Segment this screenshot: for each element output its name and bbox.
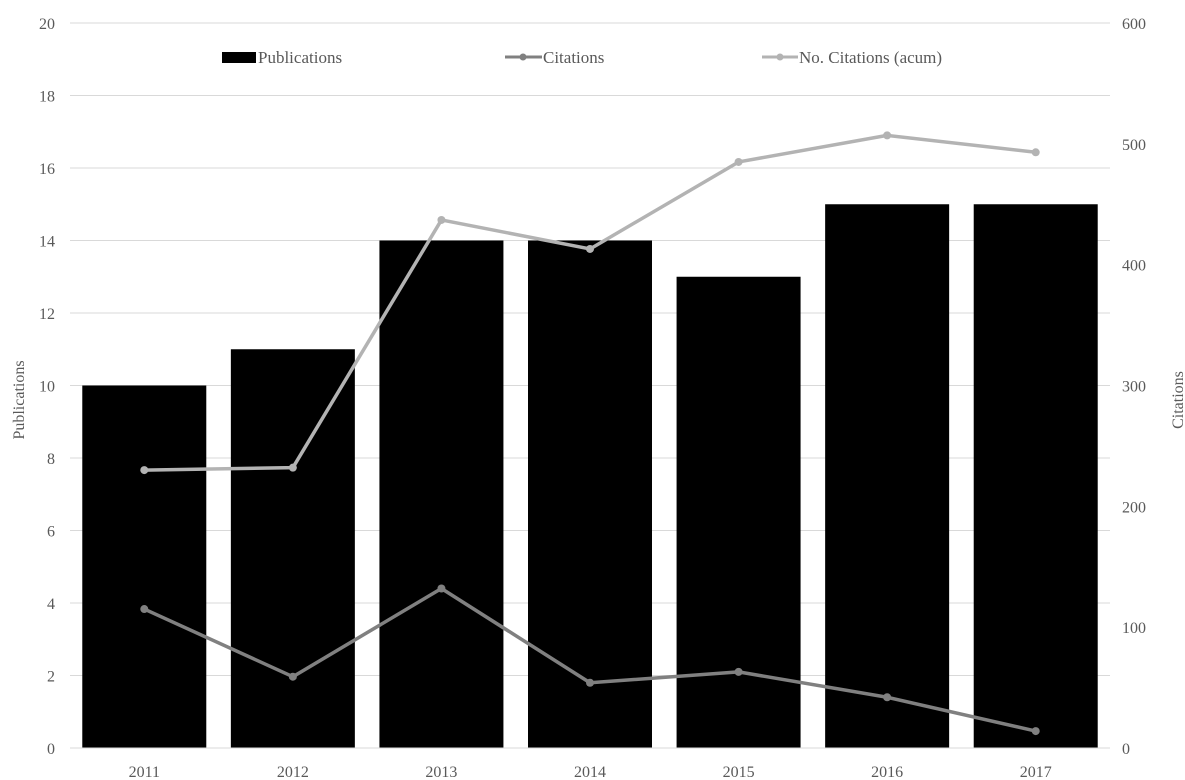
right-tick-label: 100 xyxy=(1122,620,1146,637)
right-tick-label: 0 xyxy=(1122,741,1130,758)
legend-swatch-publications xyxy=(222,52,256,63)
x-tick-label: 2017 xyxy=(1020,764,1052,780)
point-no-citations-acum-2011 xyxy=(140,466,149,475)
x-tick-label: 2016 xyxy=(871,764,903,780)
publications-bars xyxy=(82,204,1098,748)
right-axis-title: Citations xyxy=(1170,371,1185,429)
point-citations-2012 xyxy=(288,672,297,681)
point-citations-2015 xyxy=(734,667,743,676)
bar-publications-2015 xyxy=(676,276,801,748)
bar-publications-2011 xyxy=(82,385,207,748)
left-axis-title: Publications xyxy=(11,360,28,439)
axes: 0246810121416182001002003004005006002011… xyxy=(39,16,1146,780)
left-tick-label: 6 xyxy=(47,524,55,541)
bar-publications-2013 xyxy=(379,240,504,748)
legend-label-acum: No. Citations (acum) xyxy=(799,48,942,67)
bar-publications-2014 xyxy=(528,240,652,748)
legend-label-publications: Publications xyxy=(258,48,342,67)
left-tick-label: 2 xyxy=(47,669,55,686)
right-tick-label: 600 xyxy=(1122,16,1146,33)
x-tick-label: 2012 xyxy=(277,764,309,780)
point-citations-2011 xyxy=(140,605,149,614)
right-tick-label: 400 xyxy=(1122,258,1146,275)
point-no-citations-acum-2017 xyxy=(1031,148,1040,157)
left-tick-label: 0 xyxy=(47,741,55,758)
point-citations-2016 xyxy=(883,693,892,702)
bar-publications-2016 xyxy=(825,204,950,748)
left-tick-label: 8 xyxy=(47,451,55,468)
left-tick-label: 16 xyxy=(39,161,55,178)
left-tick-label: 10 xyxy=(39,379,55,396)
point-no-citations-acum-2015 xyxy=(734,157,743,166)
point-no-citations-acum-2014 xyxy=(586,244,594,253)
bar-publications-2017 xyxy=(973,204,1098,748)
x-tick-label: 2015 xyxy=(723,764,755,780)
left-tick-label: 4 xyxy=(47,596,55,613)
point-no-citations-acum-2013 xyxy=(437,215,446,224)
x-tick-label: 2011 xyxy=(129,764,160,780)
point-citations-2013 xyxy=(437,584,446,593)
left-tick-label: 14 xyxy=(39,234,55,251)
point-citations-2017 xyxy=(1031,727,1040,736)
legend-label-citations: Citations xyxy=(543,48,604,67)
right-tick-label: 300 xyxy=(1122,379,1146,396)
point-no-citations-acum-2016 xyxy=(883,131,892,140)
legend-swatch-acum-marker xyxy=(776,53,784,61)
left-tick-label: 18 xyxy=(39,89,55,106)
citation-lines xyxy=(140,131,1040,736)
bar-publications-2012 xyxy=(230,349,355,748)
legend-swatch-citations-marker xyxy=(519,53,527,61)
x-tick-label: 2013 xyxy=(425,764,457,780)
point-citations-2014 xyxy=(586,678,594,687)
legend: Publications Citations No. Citations (ac… xyxy=(222,48,942,67)
left-tick-label: 12 xyxy=(39,306,55,323)
point-no-citations-acum-2012 xyxy=(288,463,297,472)
right-tick-label: 200 xyxy=(1122,499,1146,516)
right-tick-label: 500 xyxy=(1122,137,1146,154)
left-tick-label: 20 xyxy=(39,16,55,33)
x-tick-label: 2014 xyxy=(574,764,606,780)
